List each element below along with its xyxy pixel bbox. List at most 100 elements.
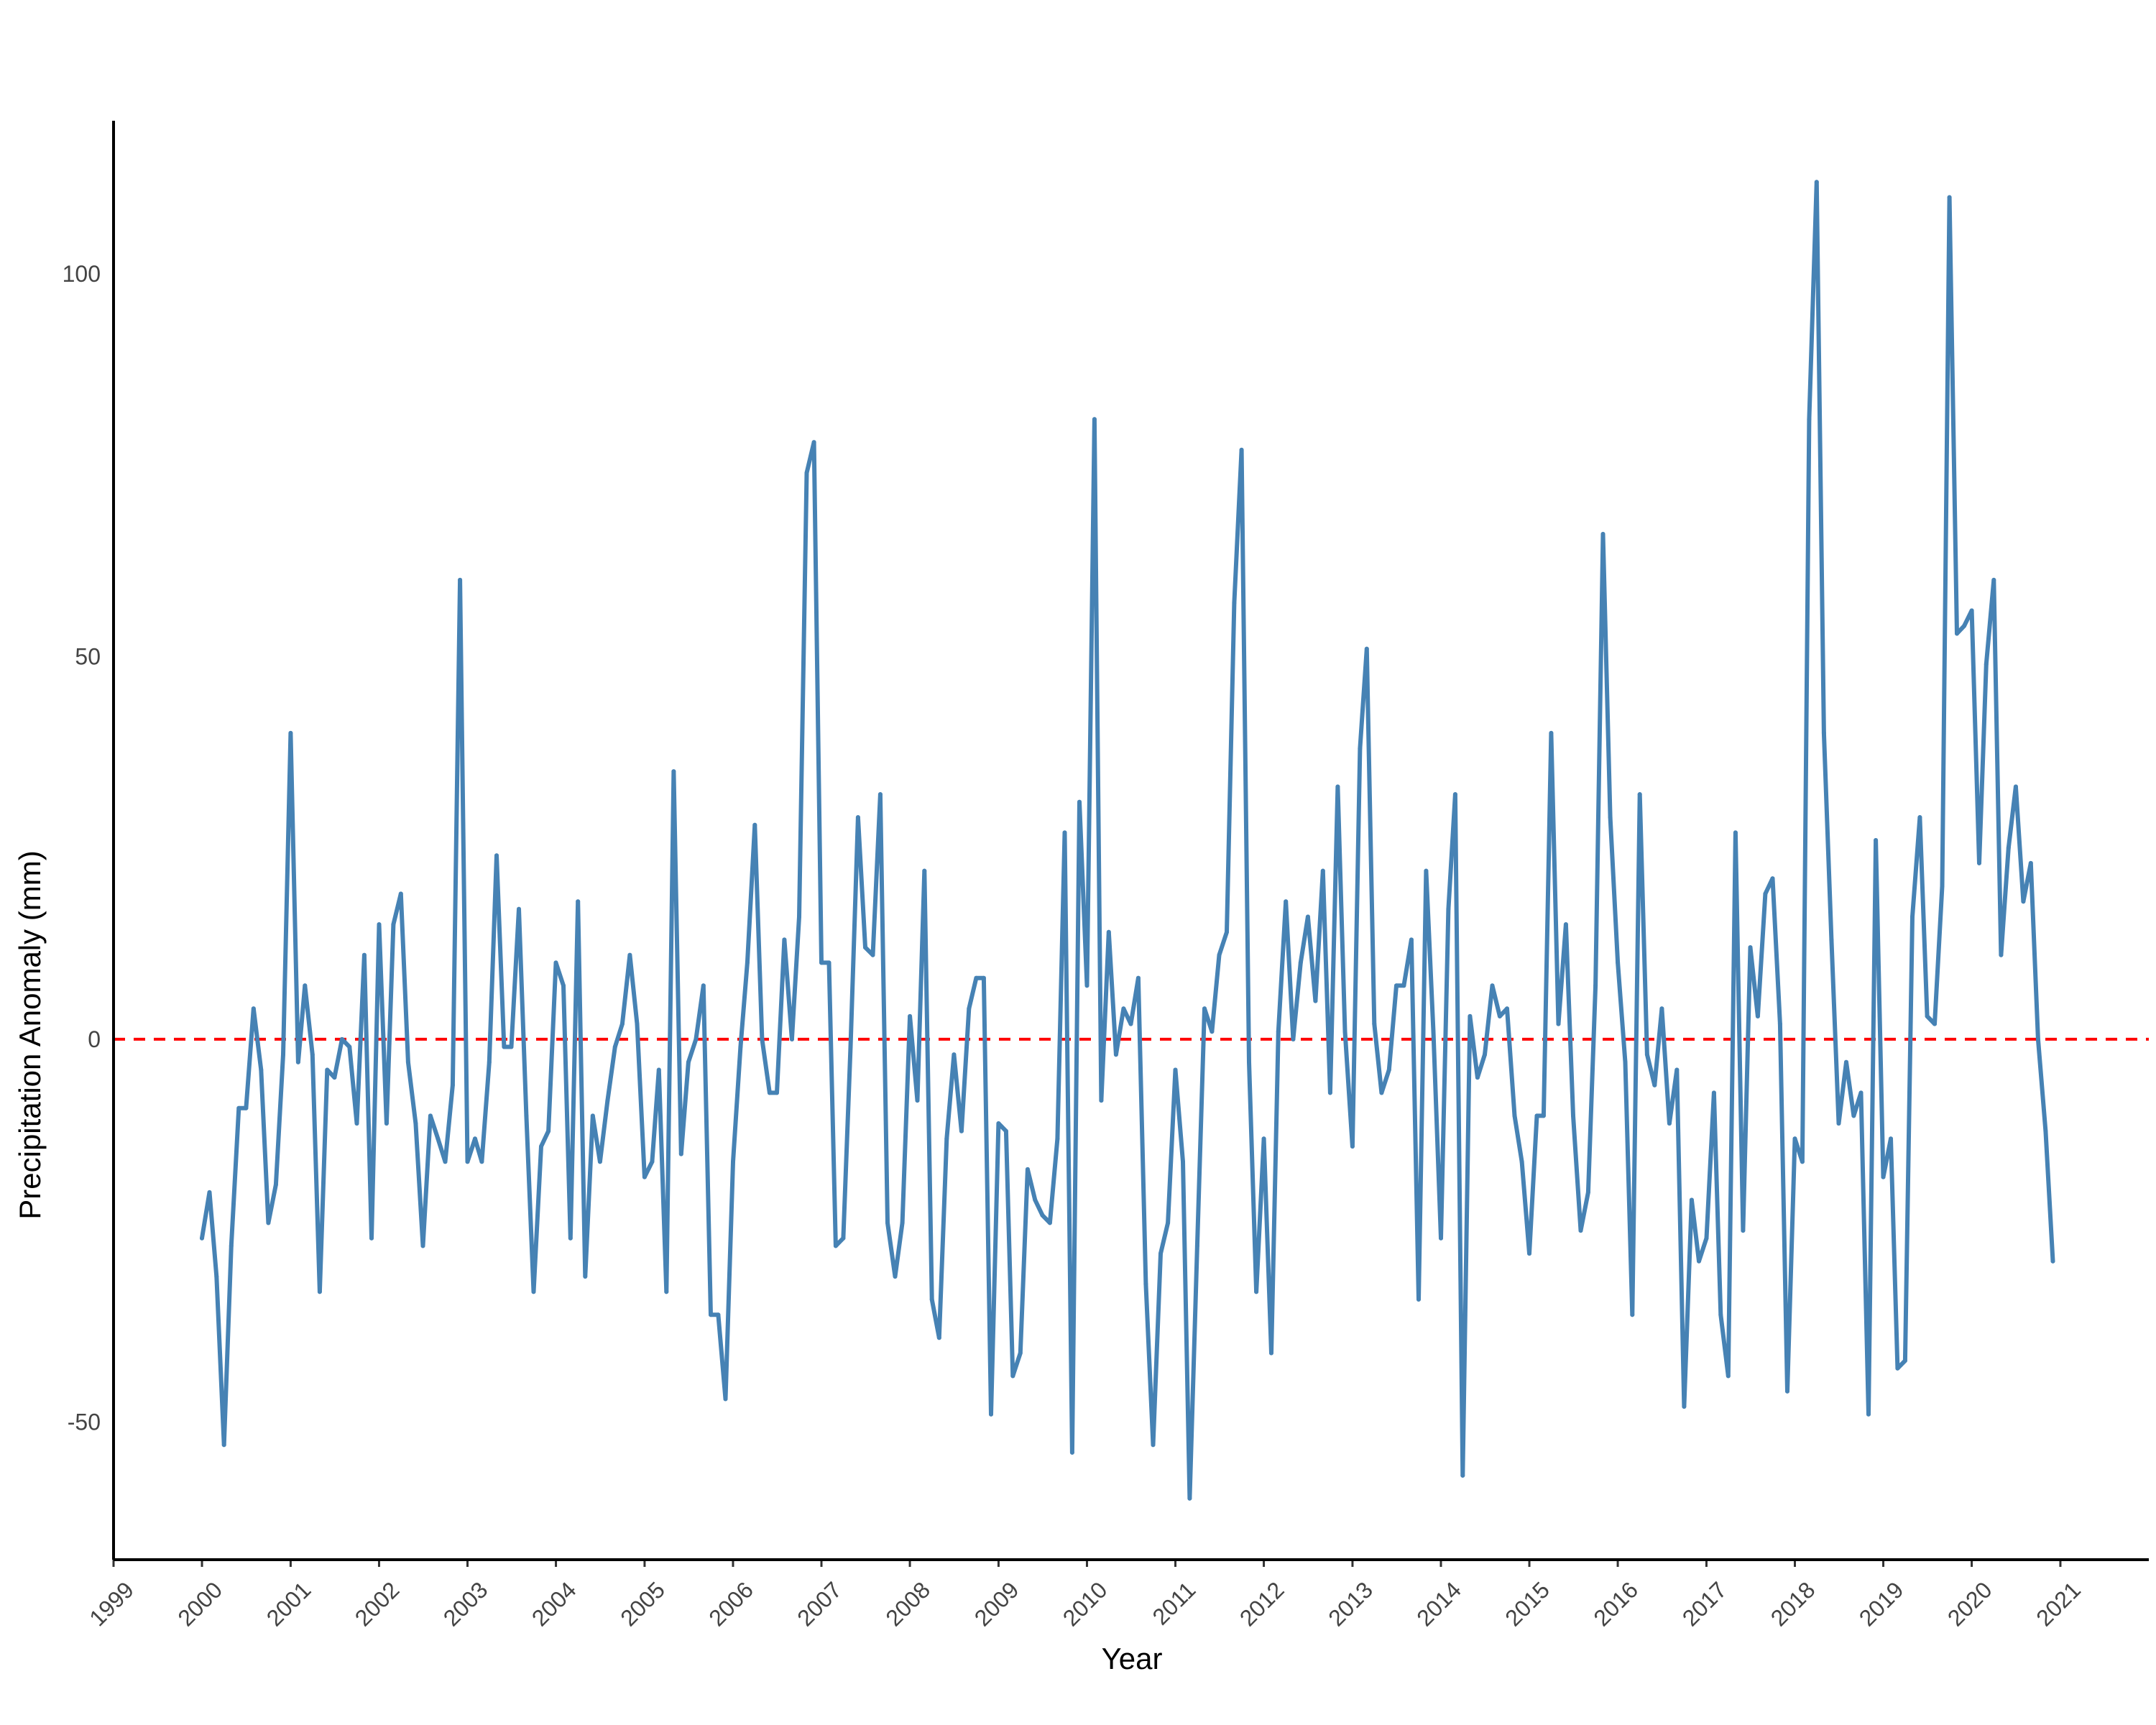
data-point [2028,860,2033,865]
x-tick-label: 2011 [1147,1577,1200,1630]
data-point [922,868,927,873]
data-point [1092,417,1097,422]
data-point [303,983,308,988]
data-point [1940,883,1945,888]
data-point [936,1335,941,1340]
data-point [1313,998,1318,1003]
data-point [1018,1351,1023,1356]
data-point [1667,1121,1672,1126]
data-point [1291,1036,1296,1041]
data-point [967,1006,972,1011]
x-tick-label: 2017 [1677,1577,1732,1632]
data-point [1143,1282,1148,1287]
x-tick-label: 2002 [350,1577,405,1632]
x-tick-labels: 1999 2000 2001 2002 2003 2004 2005 2006 2007 2008… [84,1577,2086,1632]
data-point [833,1243,838,1248]
x-tick-label: 2005 [615,1577,670,1632]
data-point [1718,1312,1723,1317]
data-point [804,470,809,475]
data-point [1889,1136,1893,1141]
data-point [605,1098,610,1103]
data-point [981,975,986,980]
data-point [1534,1113,1539,1118]
data-point [597,1159,602,1164]
data-point [1527,1251,1531,1256]
y-tick-label: 100 [63,261,101,287]
data-point [1556,1021,1561,1026]
data-point [1962,623,1967,628]
data-point [517,906,521,911]
data-point [1741,1228,1746,1233]
data-point [1917,815,1922,820]
data-point [1519,1159,1524,1164]
data-point [1858,1090,1864,1095]
data-point [619,1021,625,1026]
data-point [870,952,875,957]
data-point [1077,799,1082,804]
data-point [1269,1351,1273,1356]
data-point [553,960,558,965]
data-point [524,1113,529,1118]
data-point [1578,1228,1583,1233]
data-point [929,1297,934,1302]
data-point [295,1059,300,1064]
data-point [1851,1113,1856,1118]
data-point [200,1236,204,1241]
data-point [1358,746,1363,751]
data-point [458,577,463,582]
data-point [635,1021,640,1026]
data-point [1327,1090,1332,1095]
data-point [244,1105,249,1110]
data-point [1106,929,1111,934]
x-tick-label: 2014 [1411,1577,1466,1632]
data-point [361,952,367,957]
data-point [627,952,632,957]
data-point [317,1289,322,1294]
data-point [1593,983,1598,988]
data-point [1902,1358,1907,1363]
data-point [1372,1021,1377,1026]
data-point [1099,1098,1104,1103]
data-point [1460,1473,1465,1478]
data-point [398,891,403,896]
data-point [1608,815,1613,820]
data-point [686,1059,691,1064]
data-point [1800,1159,1805,1164]
data-point [487,1059,492,1064]
data-point [1350,1144,1355,1149]
x-tick-label: 2015 [1500,1577,1554,1632]
data-point [782,937,787,942]
data-point [959,1128,964,1133]
data-point [1549,730,1554,735]
y-tick-label: 50 [75,643,101,669]
data-point [848,1044,853,1049]
data-point [1033,1197,1038,1202]
x-tick-label: 2020 [1943,1577,1997,1632]
data-point [1225,929,1229,934]
y-tick-labels: -50 0 50 100 [63,261,101,1435]
data-point [310,1052,315,1057]
data-point [1600,532,1606,536]
x-tick-label: 2008 [880,1577,935,1632]
data-point [2050,1259,2055,1264]
data-point [2013,784,2018,789]
data-point [1173,1067,1178,1072]
data-point [1947,195,1952,200]
data-point [266,1220,271,1225]
data-point [678,1151,683,1156]
y-tick-label: 0 [88,1026,101,1052]
data-point [1623,1059,1628,1064]
data-point [877,792,883,797]
x-tick-label: 2009 [969,1577,1024,1632]
data-point [893,1274,898,1279]
data-point [863,945,867,950]
data-point [1181,1159,1185,1164]
data-point [1158,1251,1163,1256]
data-point [2006,845,2011,850]
precipitation-anomaly-series-line [200,180,2055,1501]
data-point [354,1121,359,1126]
data-point [1151,1443,1156,1448]
data-point [502,1044,507,1049]
data-point [789,1036,794,1041]
data-point [1733,830,1738,835]
